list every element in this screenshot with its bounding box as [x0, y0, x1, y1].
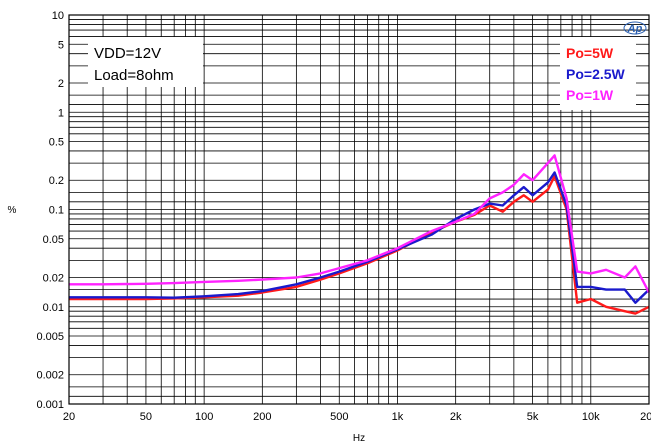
x-tick-label: 10k — [582, 411, 600, 423]
plot-frame — [68, 14, 650, 405]
annotation-background — [88, 37, 203, 87]
legend-entry-1w: Po=1W — [566, 87, 614, 103]
series-line-2 — [69, 154, 651, 294]
x-tick-label: 20 — [63, 411, 75, 423]
logo-ring — [623, 21, 647, 35]
x-tick-label: 200 — [253, 411, 271, 423]
x-tick-label: 1k — [392, 411, 404, 423]
y-tick-label: 0.005 — [36, 331, 64, 343]
series-lines — [69, 154, 651, 315]
y-tick-label: 0.1 — [49, 205, 64, 217]
legend-entry-2-5w: Po=2.5W — [566, 66, 626, 82]
y-tick-label: 0.002 — [36, 370, 64, 382]
tick-labels: 20 50 100 200 500 1k 2k 5k 10k 20k 10 5 2 1 0.5 0.2 0.1 0… — [36, 10, 651, 423]
y-tick-label: 0.5 — [49, 137, 64, 149]
x-tick-label: 50 — [140, 411, 152, 423]
x-tick-label: 2k — [450, 411, 462, 423]
y-axis-label: % — [8, 205, 17, 216]
y-tick-label: 0.05 — [43, 234, 64, 246]
y-tick-label: 1 — [58, 107, 64, 119]
x-tick-label: 20k — [640, 411, 651, 423]
x-tick-label: 500 — [330, 411, 348, 423]
annotation-box: VDD=12V Load=8ohm — [88, 37, 203, 87]
x-tick-label: 100 — [195, 411, 213, 423]
legend: Po=5W Po=2.5W Po=1W — [560, 37, 636, 110]
y-tick-label: 5 — [58, 39, 64, 51]
y-tick-label: 10 — [52, 10, 64, 22]
y-tick-label: 0.001 — [36, 399, 64, 411]
annotation-load: Load=8ohm — [94, 67, 174, 84]
y-tick-label: 0.2 — [49, 175, 64, 187]
legend-background — [560, 37, 636, 110]
ap-logo: Ap — [623, 21, 647, 35]
annotation-vdd: VDD=12V — [94, 45, 161, 62]
series-line-1 — [69, 171, 650, 304]
y-tick-label: 0.02 — [43, 272, 64, 284]
legend-entry-5w: Po=5W — [566, 45, 614, 61]
y-tick-label: 0.01 — [43, 302, 64, 314]
x-tick-label: 5k — [527, 411, 539, 423]
logo-text: Ap — [627, 23, 643, 35]
y-tick-label: 2 — [58, 78, 64, 90]
x-axis-label: Hz — [353, 433, 365, 443]
